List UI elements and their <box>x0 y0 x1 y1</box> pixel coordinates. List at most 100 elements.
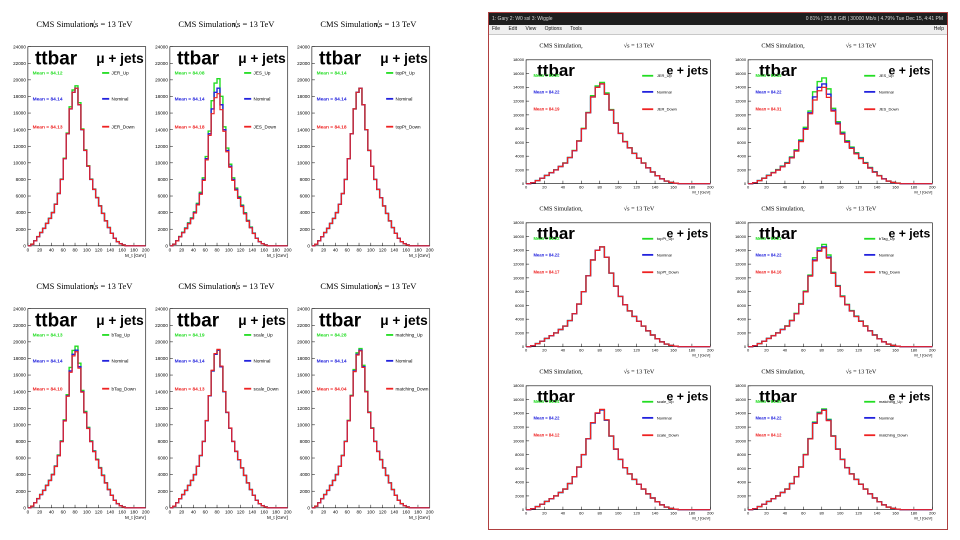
y-tick-label: 16000 <box>155 373 168 378</box>
histogram-canvas: CMS Simulation,√s = 13 TeV02000400060008… <box>735 43 936 195</box>
y-tick-label: 0 <box>744 181 747 186</box>
x-tick-label: 60 <box>345 509 351 514</box>
mean-value: Mean = 84.18 <box>317 124 347 130</box>
histogram-canvas: CMS Simulation,√s = 13 TeV02000400060008… <box>297 19 434 258</box>
legend-entry: JER_Up <box>657 73 673 78</box>
plot-header: CMS Simulation, <box>320 281 380 291</box>
channel-label: μ + jets <box>380 313 428 328</box>
x-tick-label: 60 <box>345 247 351 252</box>
x-tick-label: 140 <box>249 247 257 252</box>
menu-edit[interactable]: Edit <box>508 26 518 32</box>
menu-file[interactable]: File <box>492 26 501 32</box>
energy-label: √s = 13 TeV <box>624 369 655 376</box>
x-tick-label: 0 <box>169 247 172 252</box>
y-tick-label: 10000 <box>13 422 26 427</box>
x-tick-label: 180 <box>414 247 422 252</box>
y-tick-label: 12000 <box>735 262 747 267</box>
x-tick-label: 140 <box>874 348 881 353</box>
x-tick-label: 120 <box>633 348 640 353</box>
y-tick-label: 12000 <box>297 406 310 411</box>
mean-value: Mean = 84.14 <box>175 96 205 102</box>
x-tick-label: 120 <box>237 509 245 514</box>
y-tick-label: 20000 <box>297 339 310 344</box>
x-tick-label: 80 <box>356 247 362 252</box>
energy-label: √s = 13 TeV <box>232 19 275 29</box>
y-tick-label: 8000 <box>300 439 311 444</box>
y-tick-label: 2000 <box>158 227 169 232</box>
x-tick-label: 140 <box>874 511 881 516</box>
y-tick-label: 2000 <box>737 493 747 498</box>
x-tick-label: 100 <box>615 185 622 190</box>
y-tick-label: 16000 <box>13 111 26 116</box>
x-tick-label: 60 <box>801 185 806 190</box>
menu-help[interactable]: Help <box>933 26 944 32</box>
legend-entry: scale_Down <box>254 386 279 391</box>
x-tick-label: 20 <box>764 185 769 190</box>
mean-value: Mean = 84.04 <box>317 386 347 392</box>
x-tick-label: 200 <box>142 509 150 514</box>
y-tick-label: 24000 <box>155 44 168 49</box>
legend-entry: Nominal <box>879 89 894 94</box>
histogram-down <box>169 93 288 247</box>
plot-header: CMS Simulation, <box>178 19 238 29</box>
x-tick-label: 140 <box>652 185 659 190</box>
x-tick-label: 160 <box>402 247 410 252</box>
y-tick-label: 20000 <box>155 77 168 82</box>
x-axis-label: M_t [GeV] <box>409 253 430 258</box>
y-tick-label: 0 <box>23 243 26 248</box>
x-tick-label: 180 <box>911 185 918 190</box>
sample-label: ttbar <box>537 224 575 243</box>
energy-label: √s = 13 TeV <box>232 281 275 291</box>
y-tick-label: 8000 <box>737 126 747 131</box>
y-tick-label: 14000 <box>735 248 747 253</box>
legend-entry: Nominal <box>657 252 672 257</box>
x-tick-label: 120 <box>633 185 640 190</box>
y-tick-label: 24000 <box>297 306 310 311</box>
y-tick-label: 22000 <box>297 323 310 328</box>
x-tick-label: 180 <box>689 185 696 190</box>
x-tick-label: 180 <box>130 509 138 514</box>
y-tick-label: 12000 <box>513 425 525 430</box>
plot-header: CMS Simulation, <box>761 369 805 376</box>
mean-value: Mean = 84.14 <box>317 96 347 102</box>
x-axis-label: M_t [GeV] <box>267 515 288 520</box>
x-tick-label: 140 <box>652 348 659 353</box>
x-tick-label: 40 <box>561 348 566 353</box>
y-tick-label: 12000 <box>13 406 26 411</box>
mean-value: Mean = 84.12 <box>755 433 782 438</box>
y-tick-label: 10000 <box>155 160 168 165</box>
x-tick-label: 160 <box>118 247 126 252</box>
y-tick-label: 20000 <box>155 339 168 344</box>
x-tick-label: 40 <box>49 247 55 252</box>
menu-view[interactable]: View <box>525 26 537 32</box>
mean-value: Mean = 84.20 <box>533 73 560 78</box>
x-tick-label: 0 <box>311 247 314 252</box>
x-tick-label: 120 <box>855 185 862 190</box>
x-tick-label: 20 <box>542 511 547 516</box>
x-tick-label: 20 <box>179 247 185 252</box>
x-tick-label: 60 <box>801 511 806 516</box>
workspace-list[interactable]: 1: Gary 2: W0 ssl 3: Wiggle <box>492 16 553 22</box>
y-tick-label: 18000 <box>13 94 26 99</box>
x-tick-label: 160 <box>260 509 268 514</box>
histogram-down <box>27 351 146 509</box>
menu-tools[interactable]: Tools <box>570 26 582 32</box>
x-tick-label: 200 <box>929 348 936 353</box>
y-tick-label: 16000 <box>735 234 747 239</box>
x-tick-label: 180 <box>130 247 138 252</box>
sample-label: ttbar <box>177 49 220 70</box>
histogram-canvas: CMS Simulation,√s = 13 TeV02000400060008… <box>735 369 936 521</box>
legend-entry: bTag_Up <box>879 236 896 241</box>
x-tick-label: 60 <box>203 247 209 252</box>
mean-value: Mean = 84.22 <box>533 252 560 257</box>
x-tick-label: 60 <box>203 509 209 514</box>
y-tick-label: 0 <box>522 344 525 349</box>
menu-options[interactable]: Options <box>544 26 562 32</box>
histogram-canvas: CMS Simulation,√s = 13 TeV02000400060008… <box>297 281 434 520</box>
y-tick-label: 4000 <box>515 154 525 159</box>
x-tick-label: 80 <box>598 511 603 516</box>
channel-label: μ + jets <box>96 313 144 328</box>
x-tick-label: 100 <box>837 511 844 516</box>
y-tick-label: 12000 <box>155 144 168 149</box>
histogram-down <box>526 83 711 185</box>
